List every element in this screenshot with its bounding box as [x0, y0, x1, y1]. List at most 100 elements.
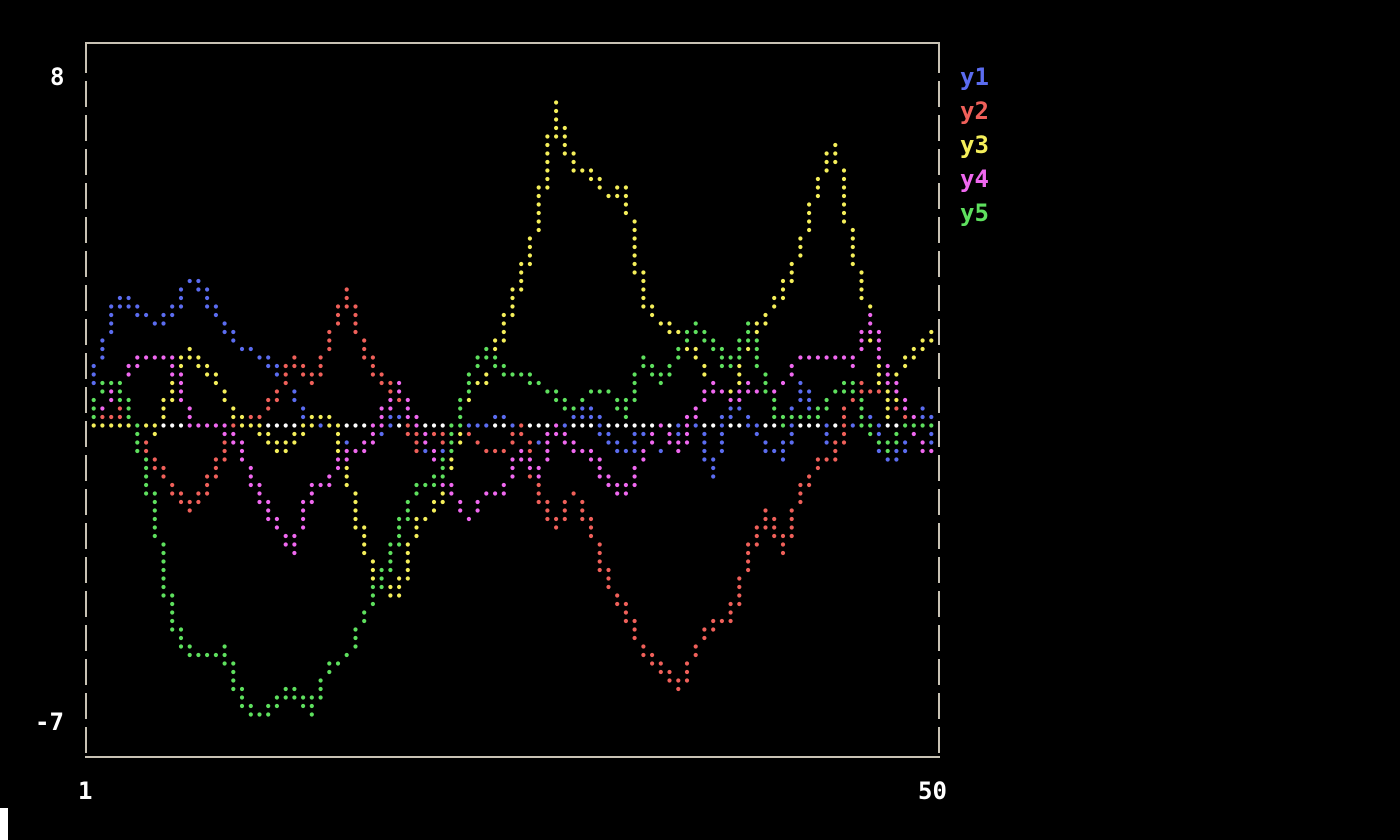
y5-point — [178, 635, 184, 641]
y2-point — [693, 644, 698, 649]
y3-point — [632, 253, 637, 258]
y5-point — [100, 389, 105, 394]
y5-point — [301, 703, 306, 709]
y3-point — [493, 338, 498, 343]
y4-point — [571, 448, 576, 454]
y5-point — [763, 380, 768, 386]
y5-point — [527, 380, 533, 386]
y1-point — [266, 355, 271, 360]
y4-point — [370, 440, 375, 445]
y1-point — [109, 321, 114, 326]
y3-point — [650, 304, 655, 309]
y3-point — [274, 448, 279, 454]
y4-point — [222, 423, 227, 428]
y3-point — [510, 304, 515, 309]
y4-point — [248, 474, 253, 479]
y3-point — [449, 457, 454, 462]
y2-point — [519, 431, 524, 437]
zero-line-dot — [423, 423, 428, 428]
y2-point — [170, 491, 175, 496]
y4-point — [632, 474, 637, 479]
y2-point — [283, 363, 288, 369]
y5-point — [152, 491, 157, 496]
y4-point — [597, 465, 602, 471]
y3-point — [100, 423, 105, 428]
y4-point — [510, 457, 515, 462]
y4-point — [187, 414, 192, 420]
y5-point — [554, 397, 559, 403]
y1-point — [702, 457, 707, 462]
y3-point — [545, 134, 550, 139]
y5-point — [876, 440, 882, 445]
y4-point — [606, 474, 611, 479]
y2-point — [676, 686, 681, 692]
y4-point — [876, 355, 882, 360]
y3-point — [178, 363, 184, 369]
y3-point — [545, 168, 550, 173]
y5-point — [388, 550, 393, 556]
y1-point — [266, 363, 271, 369]
y3-point — [362, 525, 367, 530]
y1-point — [824, 431, 829, 437]
y2-point — [650, 661, 655, 666]
y4-point — [746, 389, 751, 394]
y4-point — [388, 397, 393, 403]
y5-point — [623, 406, 629, 411]
y4-point — [231, 431, 236, 437]
y3-point — [876, 380, 882, 386]
y2-point — [248, 414, 253, 420]
y2-point — [178, 491, 184, 496]
y3-point — [91, 423, 96, 428]
y2-point — [833, 448, 838, 454]
y1-point — [91, 372, 96, 377]
y2-point — [763, 508, 768, 513]
y4-point — [650, 440, 655, 445]
zero-line-dot — [632, 423, 637, 428]
y3-point — [597, 185, 602, 190]
y3-point — [213, 372, 218, 377]
y1-point — [824, 423, 829, 428]
y3-point — [309, 414, 314, 420]
y2-point — [370, 372, 375, 377]
zero-line-dot — [833, 423, 838, 428]
y5-point — [144, 474, 149, 479]
y5-point — [527, 372, 533, 377]
y2-point — [711, 618, 716, 624]
y5-point — [231, 661, 236, 666]
y3-point — [641, 278, 646, 284]
y5-point — [266, 703, 271, 709]
y4-point — [588, 457, 594, 462]
y3-point — [170, 389, 175, 394]
y2-point — [318, 355, 323, 360]
y5-point — [763, 389, 768, 394]
y5-point — [597, 389, 602, 394]
y5-point — [91, 406, 96, 411]
y4-point — [475, 499, 480, 505]
y3-point — [397, 584, 402, 590]
y1-point — [292, 397, 297, 403]
y5-point — [711, 338, 716, 343]
y4-point — [911, 431, 916, 437]
y3-point — [414, 525, 419, 530]
y5-point — [510, 372, 515, 377]
y2-point — [684, 669, 690, 675]
y2-point — [815, 465, 821, 471]
y2-point — [606, 576, 611, 581]
y4-point — [309, 482, 314, 488]
y3-point — [597, 176, 602, 182]
y3-point — [562, 142, 567, 148]
y5-point — [152, 533, 157, 539]
y1-point — [205, 287, 210, 292]
zero-line-dot — [615, 423, 620, 428]
y3-point — [623, 202, 629, 207]
y5-point — [144, 465, 149, 471]
zero-line-dot — [571, 423, 576, 428]
y2-point — [597, 567, 602, 573]
y5-point — [754, 355, 759, 360]
y5-point — [859, 406, 864, 411]
y1-point — [135, 304, 140, 309]
y5-point — [754, 346, 759, 352]
y2-point — [527, 474, 533, 479]
zero-line-dot — [266, 423, 271, 428]
y4-point — [397, 389, 402, 394]
